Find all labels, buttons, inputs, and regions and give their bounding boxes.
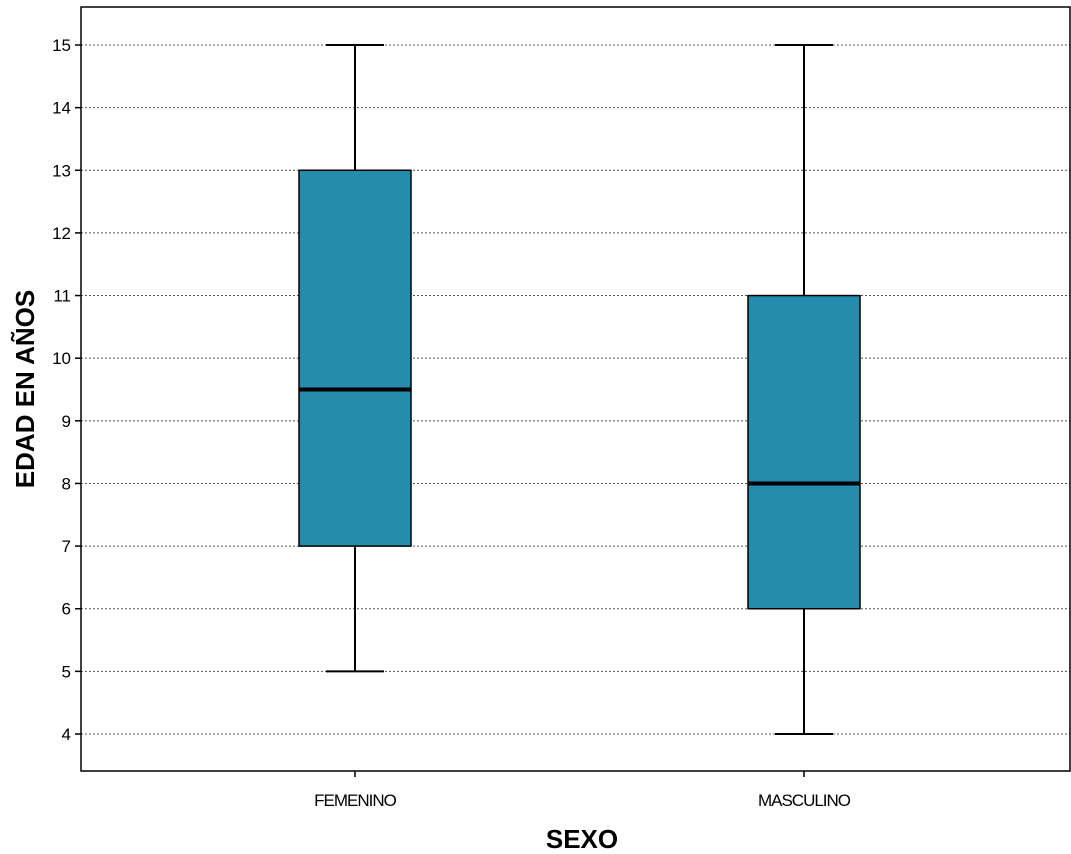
- x-axis-title: SEXO: [546, 824, 618, 854]
- y-tick-label: 7: [62, 537, 71, 556]
- plot-frame: [80, 6, 1071, 772]
- y-tick-label: 6: [62, 600, 71, 619]
- x-axis-categories: FEMENINO MASCULINO: [314, 771, 852, 810]
- y-tick-label: 9: [62, 412, 71, 431]
- y-axis-title: EDAD EN AÑOS: [10, 290, 40, 488]
- y-tick-label: 8: [62, 474, 71, 493]
- gridlines: [81, 44, 1070, 735]
- y-tick-label: 10: [52, 349, 71, 368]
- y-tick-label: 15: [52, 36, 71, 55]
- iqr-box: [298, 169, 412, 547]
- boxes: [298, 44, 861, 735]
- y-tick-label: 4: [62, 725, 71, 744]
- y-axis-ticks: 4 5 6 7 8 9 10 11 12 13 14 15: [52, 36, 81, 744]
- y-tick-label: 11: [53, 287, 71, 306]
- x-category-label: FEMENINO: [314, 791, 397, 810]
- y-tick-label: 12: [52, 224, 71, 243]
- y-tick-label: 5: [62, 662, 71, 681]
- box-femenino: [298, 44, 412, 673]
- y-tick-label: 13: [52, 161, 71, 180]
- y-tick-label: 14: [52, 99, 71, 118]
- x-category-label: MASCULINO: [758, 791, 851, 810]
- iqr-box: [747, 294, 861, 610]
- box-masculino: [747, 44, 861, 735]
